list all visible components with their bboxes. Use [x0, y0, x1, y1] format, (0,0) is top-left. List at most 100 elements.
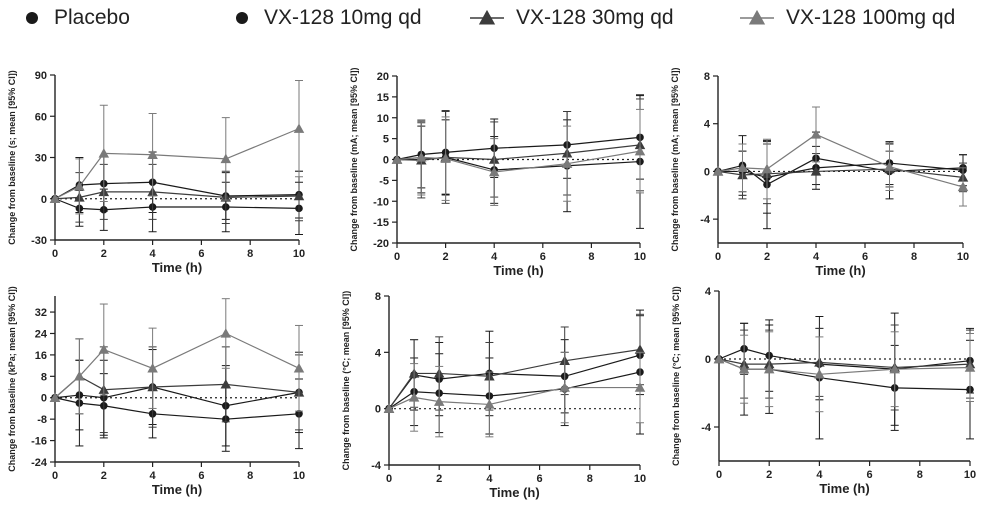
x-tick-label: 6 — [198, 248, 204, 260]
y-tick-label: -5 — [379, 175, 389, 187]
legend-label: VX-128 10mg qd — [264, 6, 422, 29]
data-point — [416, 152, 427, 162]
series — [385, 309, 644, 435]
x-axis-title: Time (h) — [493, 263, 543, 278]
series-line — [717, 168, 964, 178]
y-tick-label: 0 — [375, 404, 381, 416]
data-point — [49, 392, 61, 402]
series-line — [54, 191, 300, 200]
legend-swatch — [740, 9, 774, 25]
x-tick-label: 4 — [150, 470, 157, 482]
x-tick-label: 2 — [101, 248, 107, 260]
legend-label: VX-128 100mg qd — [786, 6, 956, 29]
y-tick-label: -20 — [373, 238, 389, 250]
data-point — [433, 396, 445, 406]
x-tick-label: 6 — [198, 470, 204, 482]
legend-marker — [748, 9, 766, 25]
x-tick-label: 8 — [247, 248, 253, 260]
y-tick-label: -30 — [31, 235, 47, 247]
legend-swatch — [236, 12, 248, 24]
series-line — [388, 348, 641, 410]
series — [713, 331, 976, 413]
data-point — [561, 158, 573, 168]
y-tick-label: 8 — [41, 371, 47, 383]
x-tick-label: 4 — [813, 251, 820, 263]
series — [715, 316, 974, 440]
x-tick-label: 2 — [436, 473, 442, 485]
y-tick-label: 15 — [377, 92, 389, 104]
y-axis-title: Change from baseline (kPa; mean [95% CI]… — [7, 286, 17, 472]
series-line — [388, 371, 641, 410]
data-point — [391, 154, 403, 164]
y-axis-title: Change from baseline (s; mean [95% CI]) — [7, 70, 17, 245]
series — [712, 106, 969, 207]
x-tick-label: 10 — [964, 469, 976, 481]
y-tick-label: 24 — [35, 328, 48, 340]
y-tick-label: 0 — [383, 155, 389, 167]
data-point — [957, 181, 969, 192]
data-point — [964, 362, 976, 372]
data-point — [634, 382, 646, 392]
series — [391, 98, 646, 204]
data-point — [293, 190, 305, 201]
x-tick-label: 10 — [634, 473, 646, 485]
x-tick-label: 4 — [491, 251, 498, 263]
y-tick-label: 8 — [704, 71, 710, 83]
legend-marker — [236, 12, 248, 24]
chart-panel: -4 0 4 0 2 4 6 8 10 Time (h) Change from baseline … — [671, 286, 976, 496]
data-point — [814, 369, 825, 379]
legend-item: VX-128 30mg qd — [470, 4, 674, 32]
series — [51, 359, 303, 452]
series-line — [388, 354, 641, 410]
y-tick-label: 5 — [383, 134, 389, 146]
legend-item: VX-128 100mg qd — [740, 4, 955, 32]
x-tick-label: 6 — [540, 251, 546, 263]
series — [385, 315, 644, 417]
data-point — [293, 363, 305, 373]
x-tick-label: 10 — [957, 251, 969, 263]
x-axis-title: Time (h) — [815, 263, 865, 278]
y-tick-label: 4 — [705, 286, 712, 298]
x-axis-title: Time (h) — [152, 260, 202, 275]
x-tick-label: 4 — [816, 469, 823, 481]
series-line — [718, 358, 971, 375]
y-tick-label: -15 — [373, 217, 389, 229]
series-line — [718, 358, 971, 369]
chart-legend: Placebo VX-128 10mg qd VX-128 30mg qd VX-12… — [0, 0, 987, 36]
series-line — [54, 198, 300, 211]
y-tick-label: -24 — [31, 457, 48, 469]
series-line — [54, 128, 300, 200]
legend-swatch — [470, 9, 504, 25]
series-line — [54, 181, 300, 200]
chart-panel: -20 -15 -10 -5 0 5 10 15 20 0 2 4 6 8 10 Time (h) Change… — [349, 67, 646, 278]
x-tick-label: 6 — [867, 469, 873, 481]
x-tick-label: 6 — [537, 473, 543, 485]
legend-marker — [478, 9, 496, 25]
data-point — [98, 344, 110, 354]
series-line — [54, 397, 300, 420]
data-point — [889, 363, 900, 374]
data-point — [220, 379, 232, 389]
y-axis-title: Change from baseline (mA; mean [95% CI]) — [349, 67, 359, 251]
x-tick-label: 8 — [917, 469, 923, 481]
x-tick-label: 2 — [766, 469, 772, 481]
series — [49, 163, 305, 224]
data-point — [761, 163, 773, 174]
data-point — [763, 363, 775, 374]
legend-marker — [26, 12, 38, 24]
series-line — [388, 386, 640, 410]
y-tick-label: 32 — [35, 307, 47, 319]
data-point — [383, 403, 395, 413]
x-tick-label: 10 — [293, 248, 305, 260]
x-tick-label: 4 — [150, 248, 157, 260]
y-tick-label: -8 — [37, 414, 47, 426]
data-point — [408, 392, 420, 402]
data-point — [484, 399, 495, 409]
series-line — [54, 375, 300, 399]
x-tick-label: 10 — [634, 251, 646, 263]
x-tick-label: 0 — [715, 251, 721, 263]
x-tick-label: 6 — [862, 251, 868, 263]
y-tick-label: -4 — [700, 214, 711, 226]
x-tick-label: 8 — [247, 470, 253, 482]
